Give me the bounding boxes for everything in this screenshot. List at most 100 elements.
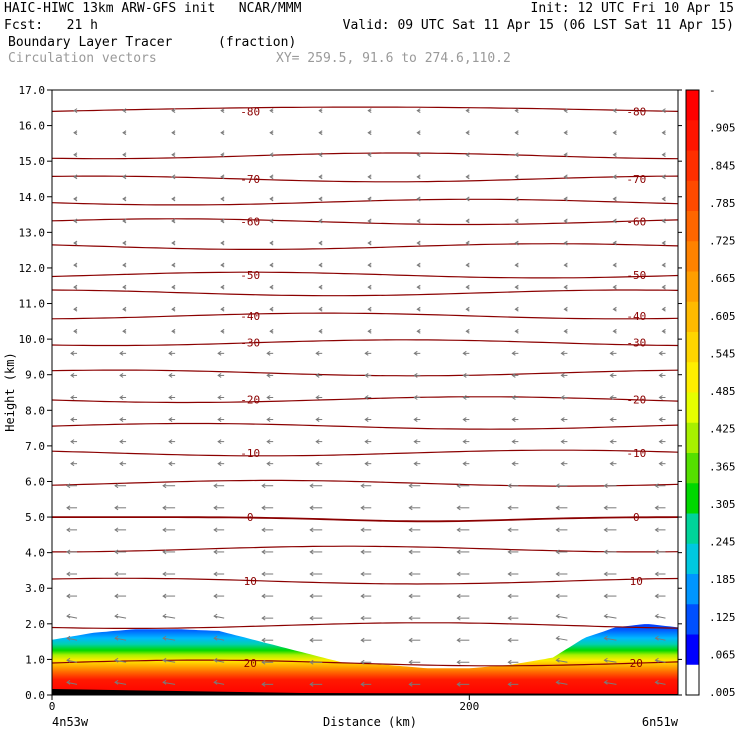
contour-label: -50 [240, 269, 260, 282]
y-tick-label: 3.0 [25, 582, 45, 595]
vector-head [413, 461, 418, 467]
vector-head [318, 284, 323, 290]
vector-shaft [66, 659, 78, 663]
vector-head [408, 659, 413, 665]
vector-shaft [163, 637, 176, 641]
colorbar-segment [686, 664, 699, 696]
vector-head [514, 328, 519, 334]
vector-head [654, 483, 659, 489]
temperature-contour [52, 577, 678, 585]
vector-head [511, 417, 516, 422]
vector-head [66, 571, 71, 577]
vector-head [269, 262, 274, 268]
y-tick-label: 16.0 [19, 120, 46, 133]
vector-head [612, 240, 617, 246]
colorbar-segment [686, 634, 699, 666]
contour-label: -70 [626, 173, 646, 186]
vector-head [456, 483, 461, 489]
vector-head [612, 262, 617, 268]
vector-head [661, 152, 666, 158]
y-tick-label: 8.0 [25, 404, 45, 417]
vector-head [171, 328, 176, 334]
contour-label: 10 [244, 575, 257, 588]
colorbar-segment [686, 211, 699, 242]
colorbar-segment [686, 543, 699, 575]
vector-head [360, 527, 365, 533]
vector-head [220, 284, 225, 290]
vector-head [609, 350, 614, 356]
vector-head [408, 637, 413, 643]
colorbar-label: .425 [709, 423, 736, 436]
vector-head [364, 439, 369, 445]
colorbar-segment [686, 513, 699, 545]
vector-head [654, 679, 659, 685]
vector-head [511, 350, 516, 356]
vector-head [213, 613, 218, 619]
plot-frame [51, 89, 679, 696]
vector-head [309, 637, 314, 643]
vector-head [220, 196, 225, 202]
forecast-hour: Fcst: 21 h [4, 18, 98, 33]
vector-shaft [66, 681, 78, 685]
vector-shaft [163, 615, 176, 619]
colorbar-segment [686, 180, 699, 212]
vector-head [514, 130, 519, 136]
vector-head [217, 395, 222, 400]
vector-shaft [114, 681, 127, 685]
colorbar-segment [686, 90, 699, 121]
vector-head [416, 218, 421, 224]
vector-head [168, 417, 173, 422]
temperature-contour [52, 175, 678, 183]
vector-head [119, 350, 124, 356]
contour-label: -60 [626, 216, 646, 229]
vector-head [213, 593, 218, 599]
vector-head [114, 549, 119, 555]
vector-head [360, 571, 365, 577]
vector-head [309, 615, 314, 621]
vector-head [416, 240, 421, 246]
vector-head [66, 657, 71, 663]
temperature-contour [52, 106, 678, 112]
vector-head [213, 549, 218, 555]
vector-shaft [114, 637, 127, 641]
vector-head [465, 174, 470, 180]
vector-head [119, 373, 124, 378]
vector-head [162, 635, 167, 641]
vector-head [360, 593, 365, 599]
vector-head [364, 461, 369, 467]
vector-head [367, 196, 372, 202]
vector-head [261, 593, 266, 599]
vector-head [114, 527, 119, 533]
contour-label: -70 [240, 173, 260, 186]
vector-head [456, 549, 461, 555]
vector-head [269, 196, 274, 202]
vector-head [168, 395, 173, 400]
vector-head [162, 527, 167, 533]
vector-head [416, 306, 421, 312]
contour-label: -20 [626, 394, 646, 407]
vector-head [66, 613, 71, 619]
y-tick-label: 11.0 [19, 298, 46, 311]
vector-head [612, 108, 617, 114]
vector-head [266, 373, 271, 378]
vector-head [114, 635, 119, 641]
vector-head [367, 284, 372, 290]
vector-head [603, 593, 608, 599]
temperature-contour [52, 369, 678, 377]
colorbar [685, 89, 700, 696]
vector-head [511, 461, 516, 467]
vector-head [122, 328, 127, 334]
vector-head [269, 328, 274, 334]
vector-head [514, 306, 519, 312]
vector-head [318, 218, 323, 224]
vector-shaft [655, 681, 666, 685]
colorbar-segment [686, 241, 699, 272]
contour-label: 0 [247, 511, 254, 524]
vector-head [462, 373, 467, 378]
colorbar-label: .305 [709, 498, 736, 511]
tracer-area [52, 624, 678, 695]
vector-head [261, 681, 266, 687]
colorbar-segment [686, 271, 699, 303]
contour-label: 20 [244, 657, 257, 670]
vector-head [266, 417, 271, 422]
